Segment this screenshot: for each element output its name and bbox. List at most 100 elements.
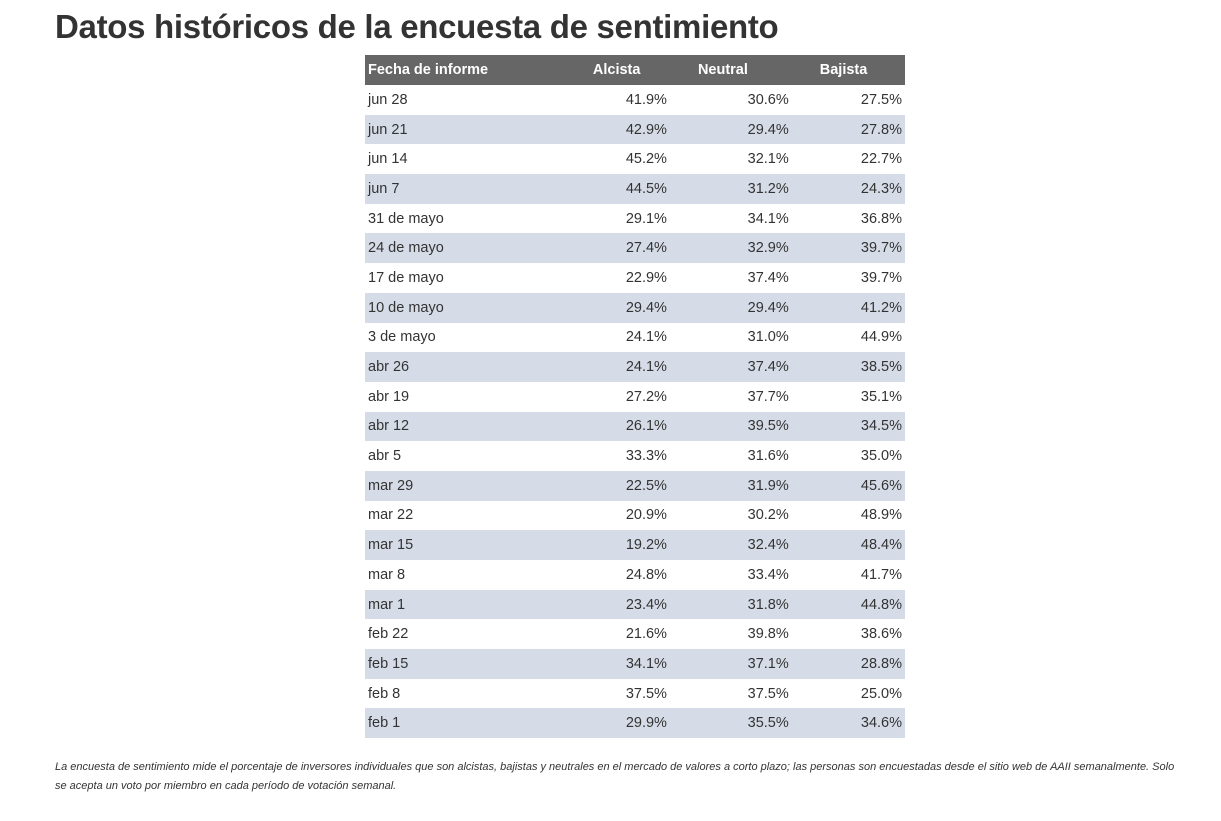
cell-bullish: 24.1% [625,359,667,376]
table-row: mar 22 20.9% 30.2% 48.9% [365,501,905,531]
cell-bullish: 41.9% [625,91,667,108]
cell-date: 10 de mayo [368,299,444,316]
cell-neutral: 29.4% [747,299,789,316]
cell-date: jun 7 [368,180,400,197]
cell-date: abr 5 [368,448,402,465]
table-row: jun 14 45.2% 32.1% 22.7% [365,144,905,174]
cell-date: mar 8 [368,566,406,583]
cell-date: jun 21 [368,121,408,138]
table-row: 10 de mayo 29.4% 29.4% 41.2% [365,292,905,323]
cell-date: jun 28 [368,91,408,108]
table-row: feb 22 21.6% 39.8% 38.6% [365,619,905,649]
cell-date: 24 de mayo [368,240,444,257]
cell-date: mar 22 [368,507,414,524]
cell-date: mar 1 [368,596,406,613]
table-row: mar 8 24.8% 33.4% 41.7% [365,560,905,590]
table-row: feb 8 37.5% 37.5% 25.0% [365,679,905,709]
cell-date: feb 15 [368,655,409,672]
cell-bullish: 21.6% [625,626,667,643]
cell-bearish: 39.7% [860,269,902,286]
cell-neutral: 31.2% [747,180,789,197]
cell-bearish: 48.9% [860,507,902,524]
cell-neutral: 32.9% [747,240,789,257]
table-header-row: Fecha de informe Alcista Neutral Bajista [365,55,905,85]
cell-neutral: 34.1% [747,210,789,227]
cell-date: mar 29 [368,477,414,494]
cell-bullish: 22.5% [625,477,667,494]
header-neutral: Neutral [697,62,748,78]
table-row: 3 de mayo 24.1% 31.0% 44.9% [365,323,905,353]
cell-bearish: 38.6% [860,626,902,643]
cell-neutral: 37.4% [747,269,789,286]
cell-neutral: 37.5% [747,685,789,702]
cell-neutral: 37.1% [747,655,789,672]
cell-date: jun 14 [368,151,408,168]
cell-bearish: 35.1% [860,388,902,405]
cell-bullish: 42.9% [625,121,667,138]
cell-date: abr 19 [368,388,410,405]
cell-neutral: 31.8% [747,596,789,613]
cell-neutral: 29.4% [747,121,789,138]
cell-bearish: 24.3% [860,180,902,197]
cell-neutral: 30.2% [747,507,789,524]
cell-date: 17 de mayo [368,269,444,286]
table-row: abr 26 24.1% 37.4% 38.5% [365,352,905,382]
cell-bearish: 35.0% [860,448,902,465]
footnote: La encuesta de sentimiento mide el porce… [55,761,1175,792]
cell-date: 3 de mayo [368,329,436,346]
cell-neutral: 31.0% [747,329,789,346]
page-title: Datos históricos de la encuesta de senti… [55,8,779,45]
cell-neutral: 35.5% [747,715,789,732]
cell-neutral: 30.6% [747,91,789,108]
cell-bullish: 29.1% [625,210,667,227]
sentiment-table: Fecha de informe Alcista Neutral Bajista… [365,55,905,739]
table-row: 31 de mayo 29.1% 34.1% 36.8% [365,204,905,234]
cell-bullish: 22.9% [625,269,667,286]
cell-bearish: 27.8% [860,121,902,138]
cell-bearish: 38.5% [860,359,902,376]
cell-bearish: 48.4% [860,537,902,554]
header-report-date: Fecha de informe [368,62,489,78]
cell-date: abr 12 [368,418,410,435]
cell-bullish: 33.3% [625,448,667,465]
cell-bullish: 24.1% [625,329,667,346]
cell-date: feb 22 [368,626,409,643]
cell-bullish: 45.2% [625,151,667,168]
cell-bearish: 36.8% [860,210,902,227]
cell-date: mar 15 [368,537,414,554]
cell-bearish: 27.5% [860,91,902,108]
table-row: abr 5 33.3% 31.6% 35.0% [365,441,905,471]
table-row: jun 7 44.5% 31.2% 24.3% [365,174,905,204]
cell-bearish: 45.6% [860,477,902,494]
cell-bullish: 29.4% [625,299,667,316]
cell-bearish: 39.7% [860,240,902,257]
cell-neutral: 39.5% [747,418,789,435]
table-row: mar 1 23.4% 31.8% 44.8% [365,589,905,620]
cell-bearish: 41.2% [860,299,902,316]
cell-neutral: 39.8% [747,626,789,643]
cell-bullish: 34.1% [625,655,667,672]
cell-bearish: 34.5% [860,418,902,435]
cell-date: feb 1 [368,715,401,732]
cell-bullish: 26.1% [625,418,667,435]
table-row: jun 28 41.9% 30.6% 27.5% [365,85,905,115]
table-row: 17 de mayo 22.9% 37.4% 39.7% [365,263,905,293]
table-row: jun 21 42.9% 29.4% 27.8% [365,114,905,145]
cell-neutral: 32.1% [747,151,789,168]
cell-bullish: 27.4% [625,240,667,257]
cell-bullish: 27.2% [625,388,667,405]
cell-bearish: 44.9% [860,329,902,346]
cell-date: feb 8 [368,685,401,702]
cell-neutral: 31.9% [747,477,789,494]
table-row: abr 19 27.2% 37.7% 35.1% [365,382,905,412]
cell-bullish: 37.5% [625,685,667,702]
cell-bearish: 22.7% [860,151,902,168]
cell-bearish: 44.8% [860,596,902,613]
cell-neutral: 33.4% [747,566,789,583]
cell-neutral: 32.4% [747,537,789,554]
cell-neutral: 37.7% [747,388,789,405]
cell-bearish: 41.7% [860,566,902,583]
table-row: mar 29 22.5% 31.9% 45.6% [365,470,905,501]
header-bullish: Alcista [592,62,641,78]
table-row: feb 15 34.1% 37.1% 28.8% [365,649,905,679]
